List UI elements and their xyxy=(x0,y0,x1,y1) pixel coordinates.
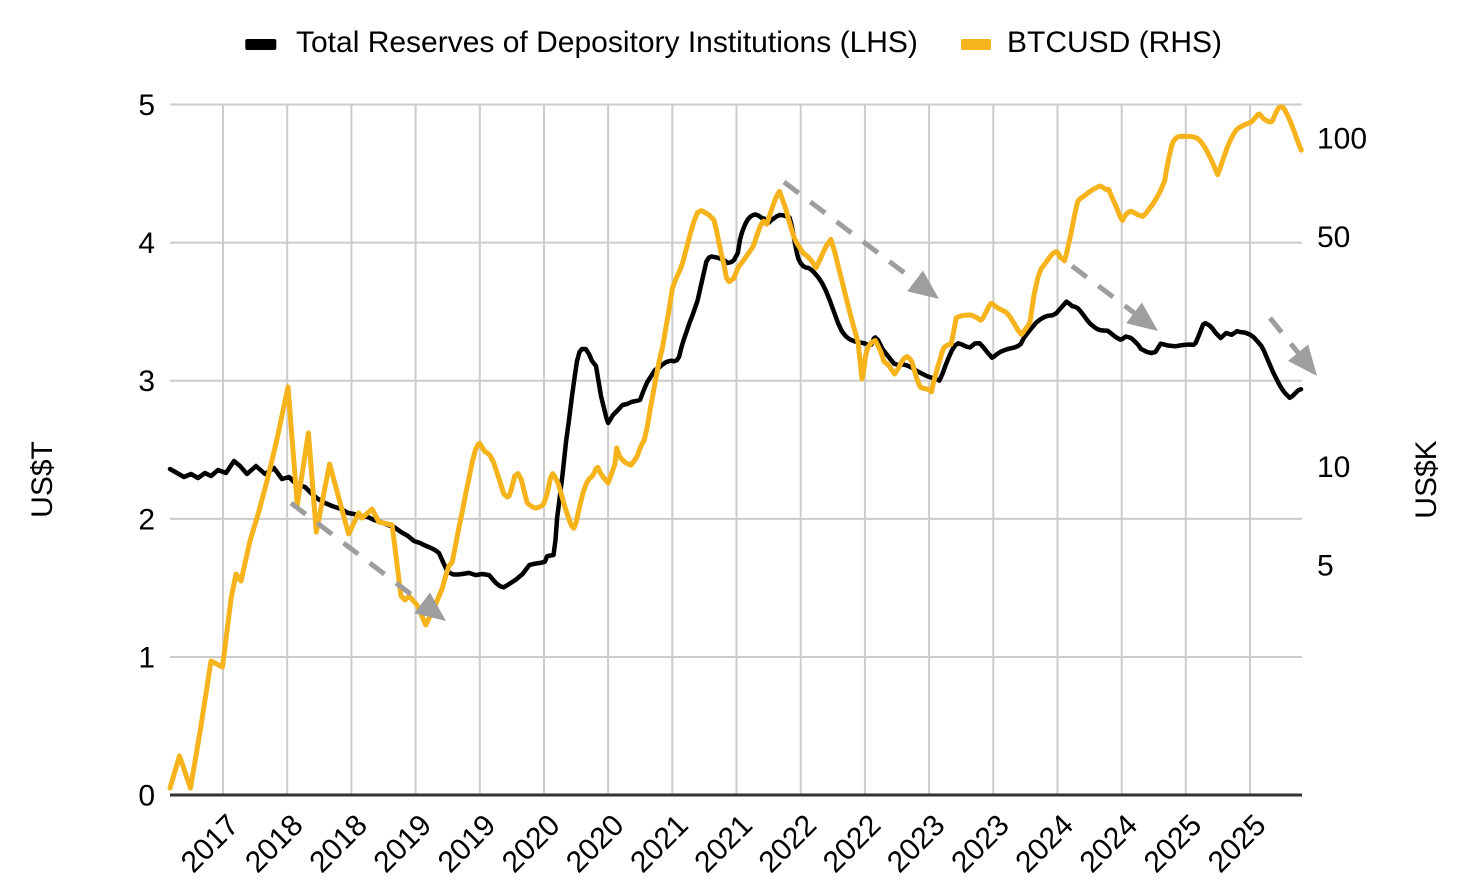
svg-text:1: 1 xyxy=(138,642,155,675)
svg-text:100: 100 xyxy=(1317,122,1367,155)
svg-text:US$T: US$T xyxy=(26,441,59,518)
svg-text:3: 3 xyxy=(138,365,155,398)
svg-text:10: 10 xyxy=(1317,451,1350,484)
svg-text:US$K: US$K xyxy=(1410,440,1443,518)
svg-text:0: 0 xyxy=(138,780,155,813)
svg-text:4: 4 xyxy=(138,227,155,260)
svg-text:BTCUSD (RHS): BTCUSD (RHS) xyxy=(1007,26,1222,59)
svg-text:2: 2 xyxy=(138,503,155,536)
svg-text:Total Reserves of Depository I: Total Reserves of Depository Institution… xyxy=(296,26,918,59)
svg-text:5: 5 xyxy=(1317,550,1334,583)
svg-text:5: 5 xyxy=(138,89,155,122)
svg-text:50: 50 xyxy=(1317,221,1350,254)
